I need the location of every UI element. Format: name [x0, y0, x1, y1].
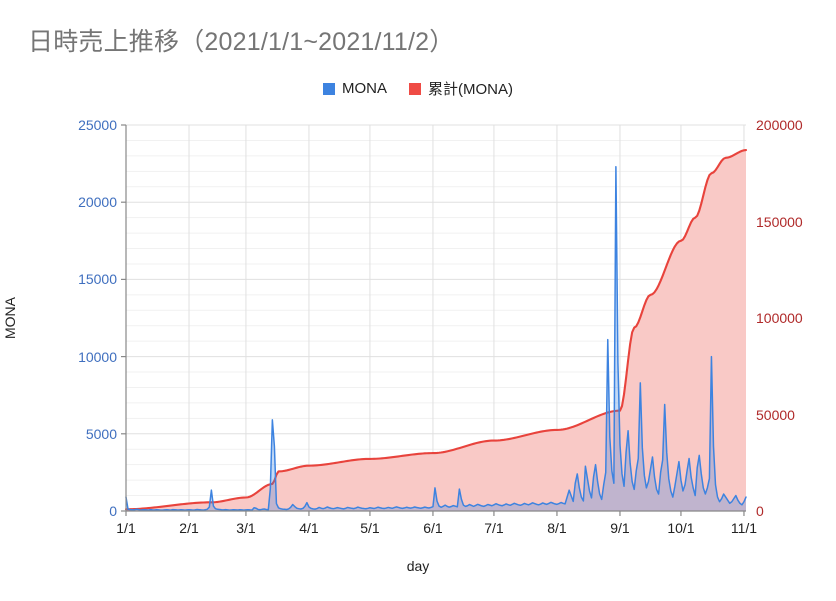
y-tick-left-5: 25000 — [78, 117, 117, 133]
x-axis-label: day — [406, 558, 430, 574]
cumulative-line — [124, 149, 748, 511]
daily-line — [125, 165, 747, 511]
y-tick-right-0: 0 — [756, 503, 764, 519]
x-tick-5: 6/1 — [423, 520, 443, 536]
y-tick-left-0: 0 — [109, 503, 117, 519]
y-tick-right-4: 200000 — [756, 117, 803, 133]
y-tick-left-3: 15000 — [78, 271, 117, 288]
y-tick-left-4: 20000 — [78, 194, 117, 211]
y-tick-left-2: 10000 — [78, 348, 117, 365]
x-tick-9: 10/1 — [667, 520, 695, 536]
x-tick-3: 4/1 — [299, 520, 319, 536]
chart-title: 日時売上推移（2021/1/1~2021/11/2） — [28, 28, 455, 56]
x-tick-1: 2/1 — [179, 520, 199, 536]
x-tick-10: 11/1 — [730, 520, 758, 536]
x-tick-0: 1/1 — [116, 520, 136, 536]
cumulative-area — [126, 150, 746, 511]
y-tick-left-1: 5000 — [85, 425, 117, 442]
y-axis-label-left: MONA — [2, 297, 18, 339]
x-tick-8: 9/1 — [610, 520, 630, 536]
x-tick-6: 7/1 — [484, 520, 504, 536]
x-tick-2: 3/1 — [236, 520, 256, 536]
y-tick-right-2: 100000 — [756, 310, 803, 326]
x-tick-7: 8/1 — [547, 520, 567, 536]
y-tick-right-3: 150000 — [756, 213, 803, 230]
y-tick-right-1: 50000 — [756, 406, 795, 423]
axis-tickmarks — [121, 124, 745, 516]
x-tick-4: 5/1 — [360, 520, 380, 536]
